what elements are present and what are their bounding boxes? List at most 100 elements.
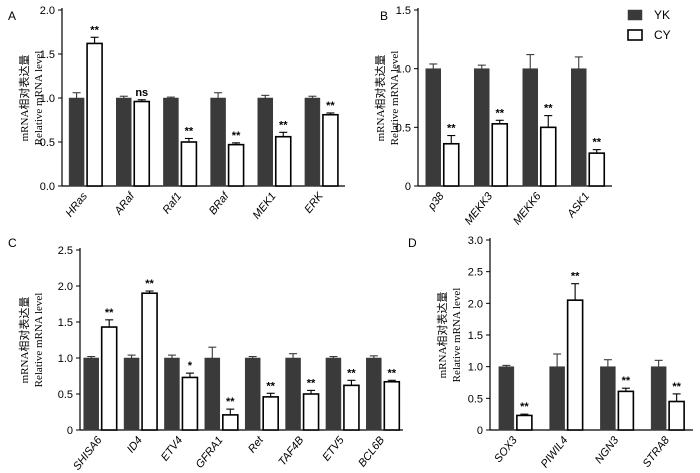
significance-label-A-1: ns [135,87,148,99]
category-label-B-3: ASK1 [565,190,592,220]
y-tick-label-D-6: 3.0 [468,235,483,247]
significance-label-B-3: ** [592,137,601,149]
category-label-C-3: GFRA1 [194,434,226,470]
category-label-C-4: Ret [246,434,267,456]
bar-YK-C-2 [164,357,180,431]
category-label-A-5: ERK [302,190,326,216]
significance-label-C-3: ** [226,396,235,408]
legend-swatch-YK [627,9,643,21]
bar-CY-D-1 [566,299,584,431]
y-tick-label-C-1: 0.5 [58,389,73,401]
significance-label-D-0: ** [520,401,529,413]
category-label-C-0: SHISA6 [71,434,105,473]
y-axis-label-C: Relative mRNA level [33,293,45,388]
bar-YK-C-4 [244,357,261,431]
y-axis-label-A: Relative mRNA level [33,51,45,146]
panel-letter-C: C [8,236,17,250]
category-label-D-1: PIWIL4 [539,434,571,470]
category-label-D-0: SOX3 [492,434,520,465]
bar-CY-A-3 [227,143,245,187]
bar-CY-C-4 [262,396,279,431]
y-tick-label-A-0: 0.0 [40,181,55,193]
significance-label-A-0: ** [90,24,99,36]
y-tick-label-C-2: 1.0 [58,353,73,365]
y-axis-label-cn-C: mRNA相对表达量 [17,297,31,384]
y-tick-label-D-1: 0.5 [468,393,483,405]
y-tick-label-D-0: 0 [477,425,483,437]
significance-label-C-0: ** [105,307,114,319]
significance-label-C-6: ** [347,367,356,379]
bar-CY-A-5 [322,113,339,187]
bar-CY-A-2 [180,141,198,187]
y-axis-label-D: Relative mRNA level [451,288,463,383]
bar-CY-C-1 [141,292,158,431]
y-axis-label-cn-B: mRNA相对表达量 [373,55,387,142]
category-label-A-4: MEK1 [251,190,279,221]
significance-label-A-2: ** [185,125,194,137]
category-label-A-2: Raf1 [161,190,185,216]
bar-YK-B-0 [425,68,441,187]
y-axis-label-cn-A: mRNA相对表达量 [17,55,31,142]
y-tick-label-C-4: 2.0 [58,281,73,293]
bar-YK-C-3 [204,357,221,431]
y-axis-label-B: Relative mRNA level [389,51,401,146]
significance-label-A-5: ** [326,100,335,112]
bar-YK-D-3 [650,366,667,431]
category-label-C-1: ID4 [125,434,145,455]
panel-letter-B: B [380,9,388,23]
bar-CY-B-1 [491,123,509,187]
significance-label-B-2: ** [544,103,553,115]
bar-CY-D-3 [668,400,685,431]
significance-label-C-4: ** [266,380,275,392]
bar-YK-A-0 [68,97,85,187]
bar-CY-A-4 [274,135,292,187]
significance-label-B-1: ** [495,107,504,119]
y-tick-label-D-5: 2.5 [468,267,483,279]
y-axis-label-cn-D: mRNA相对表达量 [435,292,449,379]
bar-YK-D-0 [498,366,515,431]
bar-CY-C-5 [302,393,320,431]
bar-CY-C-7 [383,380,401,431]
category-label-C-6: ETV5 [320,434,347,464]
legend-swatch-CY [627,29,643,41]
y-tick-label-A-3: 1.5 [40,49,55,61]
category-label-B-0: p38 [425,190,447,213]
category-label-A-0: HRas [64,190,91,219]
legend-label-CY: CY [654,28,671,42]
bar-CY-B-3 [588,152,606,187]
bar-YK-A-1 [116,97,132,187]
bar-YK-A-5 [304,97,321,187]
category-label-D-3: STRA8 [641,434,673,470]
y-tick-label-C-0: 0 [67,425,73,437]
category-label-C-2: ETV4 [159,434,185,463]
bar-YK-B-2 [522,68,538,187]
category-label-A-1: ARaf [112,190,138,218]
y-tick-label-B-2: 1.0 [396,64,411,76]
y-tick-label-A-1: 0.5 [40,137,55,149]
category-label-C-7: BCL6B [356,434,387,469]
significance-label-C-7: ** [388,367,397,379]
y-tick-label-B-3: 1.5 [396,5,411,17]
significance-label-C-5: ** [307,377,316,389]
significance-label-C-2: * [188,360,193,372]
y-tick-label-B-0: 0 [405,181,411,193]
category-label-B-2: MEKK6 [511,190,544,227]
bar-CY-D-0 [516,414,533,431]
significance-label-D-3: ** [672,381,681,393]
significance-label-A-3: ** [232,130,241,142]
y-tick-label-C-3: 1.5 [58,317,73,329]
bar-YK-C-6 [325,357,342,431]
y-tick-label-D-2: 1.0 [468,362,483,374]
y-tick-label-B-1: 0.5 [396,122,411,134]
bar-CY-D-2 [617,390,635,431]
bar-YK-B-1 [474,68,490,187]
category-label-A-3: BRaf [207,190,232,217]
bar-CY-B-2 [539,126,557,187]
bar-YK-A-4 [257,97,273,187]
bar-CY-C-2 [181,376,199,431]
bar-YK-A-3 [210,97,226,187]
bar-YK-C-0 [83,357,99,431]
y-tick-label-D-3: 1.5 [468,330,483,342]
bar-YK-C-5 [285,357,301,431]
significance-label-D-1: ** [571,271,580,283]
